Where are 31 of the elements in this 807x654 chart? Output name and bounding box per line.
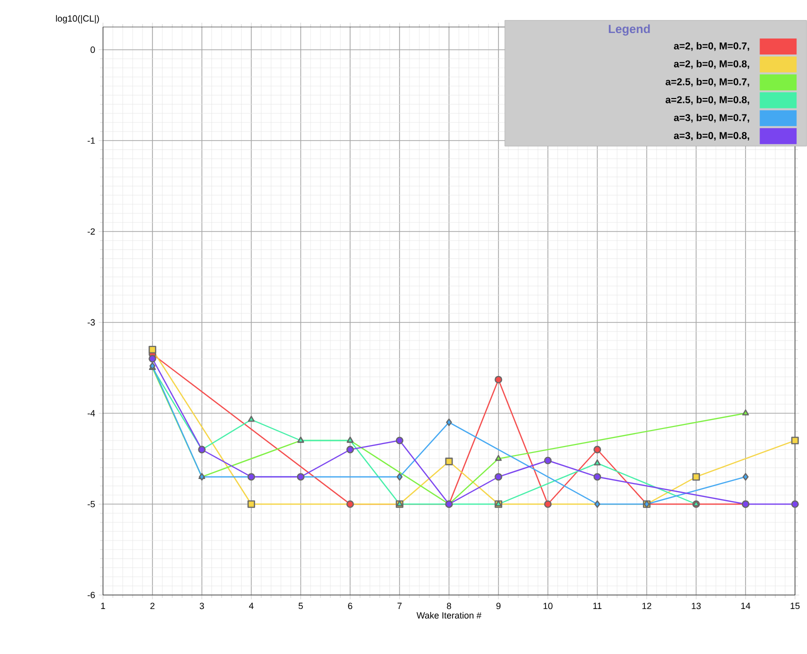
x-tick-label: 5 xyxy=(298,602,303,610)
y-tick-label: 0 xyxy=(90,46,95,53)
x-tick-label: 1 xyxy=(101,602,106,609)
y-tick-label: -3 xyxy=(88,319,95,326)
x-tick-label: 4 xyxy=(249,602,254,609)
legend-title: Legend xyxy=(608,24,650,36)
x-tick-label: 6 xyxy=(348,602,352,610)
y-tick-label: -4 xyxy=(88,410,95,416)
legend-label: a=2.5, b=0, M=0.8, xyxy=(666,96,750,105)
x-tick-label: 14 xyxy=(741,602,750,609)
x-tick-label: 10 xyxy=(544,602,552,610)
legend-label: a=2.5, b=0, M=0.7, xyxy=(666,78,750,87)
x-tick-label: 11 xyxy=(593,602,602,609)
x-tick-label: 13 xyxy=(692,602,701,610)
x-tick-label: 8 xyxy=(446,602,452,610)
x-tick-label: 15 xyxy=(790,602,800,610)
y-axis-title: log10(|CL|) xyxy=(56,15,99,24)
x-axis-title: Wake Iteration # xyxy=(416,612,482,619)
x-tick-label: 7 xyxy=(398,602,402,609)
x-tick-label: 2 xyxy=(150,602,154,610)
legend-label: a=3, b=0, M=0.8, xyxy=(674,132,750,141)
x-tick-label: 3 xyxy=(200,602,204,610)
x-tick-label: 9 xyxy=(496,602,501,610)
legend-label: a=2, b=0, M=0.7, xyxy=(674,42,750,51)
y-tick-label: -6 xyxy=(88,592,95,598)
legend-label: a=2, b=0, M=0.8, xyxy=(674,60,750,69)
y-tick-label: -5 xyxy=(88,500,95,508)
legend-label: a=3, b=0, M=0.7, xyxy=(674,114,750,123)
y-tick-label: -2 xyxy=(88,228,95,235)
x-tick-label: 12 xyxy=(642,602,652,610)
y-tick-label: -1 xyxy=(88,138,95,144)
